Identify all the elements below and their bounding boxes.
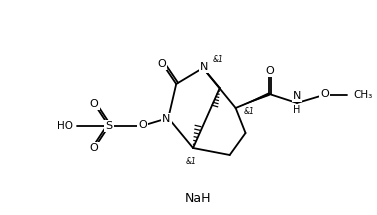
Text: HO: HO: [57, 121, 73, 131]
Text: H: H: [293, 105, 301, 115]
Text: NaH: NaH: [185, 192, 211, 204]
Text: &1: &1: [213, 54, 224, 63]
Text: N: N: [200, 62, 208, 72]
Polygon shape: [236, 92, 270, 108]
Text: CH₃: CH₃: [354, 90, 373, 100]
Text: O: O: [90, 99, 98, 109]
Text: S: S: [105, 121, 112, 131]
Text: N: N: [293, 91, 301, 101]
Text: &1: &1: [185, 157, 196, 166]
Text: O: O: [157, 59, 166, 69]
Text: O: O: [320, 89, 329, 99]
Text: O: O: [90, 143, 98, 153]
Text: N: N: [162, 114, 170, 124]
Text: O: O: [138, 120, 147, 130]
Text: &1: &1: [244, 106, 254, 115]
Text: O: O: [265, 66, 274, 76]
